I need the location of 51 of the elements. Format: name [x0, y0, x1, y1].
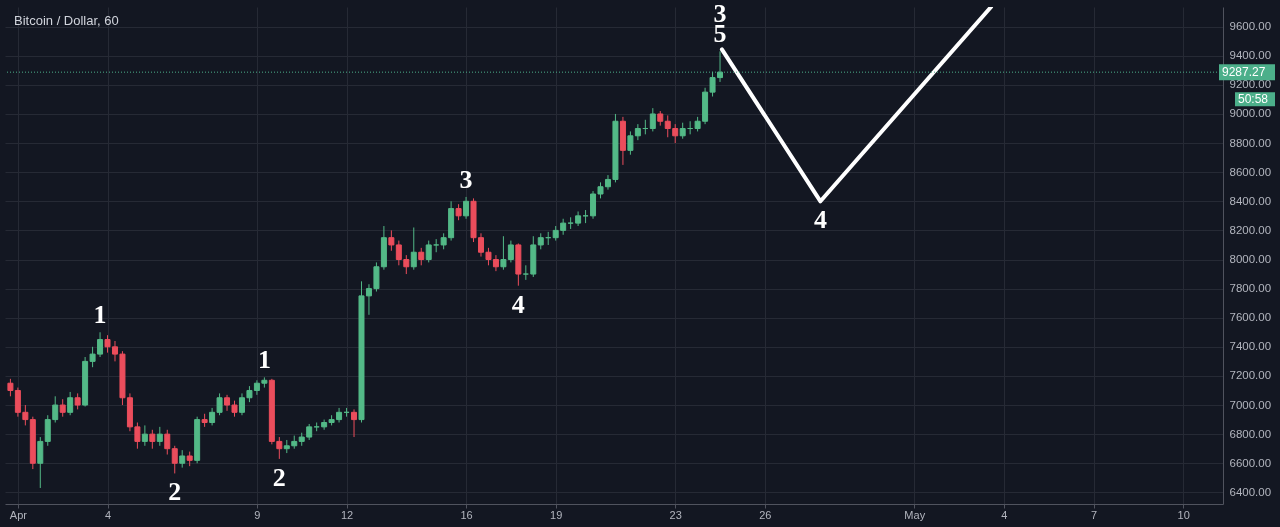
candlestick	[67, 391, 74, 416]
candlestick	[410, 226, 417, 271]
candlestick	[171, 445, 178, 474]
text: 50:58	[1238, 92, 1269, 107]
y-tick-label: 7200.00	[1229, 369, 1272, 382]
x-tick-label: 7	[1090, 508, 1098, 521]
y-tick-label: 7600.00	[1229, 311, 1272, 324]
annotation: 1	[93, 300, 107, 330]
y-tick-label: 7800.00	[1229, 282, 1272, 295]
candlestick	[425, 240, 432, 263]
candlestick	[463, 196, 470, 220]
x-tick-label: 10	[1177, 508, 1190, 521]
x-tick-label: 16	[460, 508, 473, 521]
y-tick-label: 7000.00	[1229, 398, 1272, 411]
y-tick-label: 8400.00	[1229, 194, 1272, 207]
y-tick-label: 6400.00	[1229, 485, 1272, 498]
x-tick-label: 19	[550, 508, 563, 521]
x-tick-label: 23	[669, 508, 682, 521]
candlestick	[141, 424, 148, 447]
candlestick	[156, 426, 163, 447]
candlestick	[149, 429, 156, 450]
candlestick	[351, 408, 358, 438]
y-tick-label: 8000.00	[1229, 253, 1272, 265]
y-tick-label: 8800.00	[1229, 136, 1272, 149]
annotation: 1	[257, 345, 271, 375]
x-tick-label: 4	[104, 508, 112, 521]
y-tick-label: 6600.00	[1229, 456, 1272, 469]
y-tick-label: 9600.00	[1229, 20, 1272, 33]
x-tick-label: 26	[759, 508, 772, 521]
x-tick-label: May	[904, 508, 926, 521]
annotation: 2	[272, 462, 286, 492]
y-tick-label: 9400.00	[1229, 49, 1272, 62]
annotation: 4	[511, 289, 525, 319]
x-tick-label: Apr	[9, 508, 28, 521]
y-tick-label: 9200.00	[1229, 78, 1272, 91]
annotation: 3	[459, 164, 473, 194]
x-tick-label: 12	[340, 508, 354, 521]
candlestick	[164, 429, 171, 456]
candlestick	[37, 436, 44, 489]
annotation: 4	[813, 205, 827, 235]
y-tick-label: 6800.00	[1229, 427, 1272, 440]
x-tick-label: 4	[1001, 508, 1008, 521]
y-tick-label: 8200.00	[1229, 223, 1272, 236]
y-tick-label: 9000.00	[1229, 107, 1272, 120]
candlestick	[649, 107, 656, 132]
y-tick-label: 8600.00	[1229, 165, 1272, 178]
ref-line-label: 9287.27	[1222, 65, 1266, 80]
x-tick-label: 9	[254, 508, 261, 521]
chart-title: Bitcoin / Dollar, 60	[14, 13, 119, 28]
y-tick-label: 7400.00	[1229, 340, 1272, 353]
annotation: 2	[168, 477, 182, 507]
